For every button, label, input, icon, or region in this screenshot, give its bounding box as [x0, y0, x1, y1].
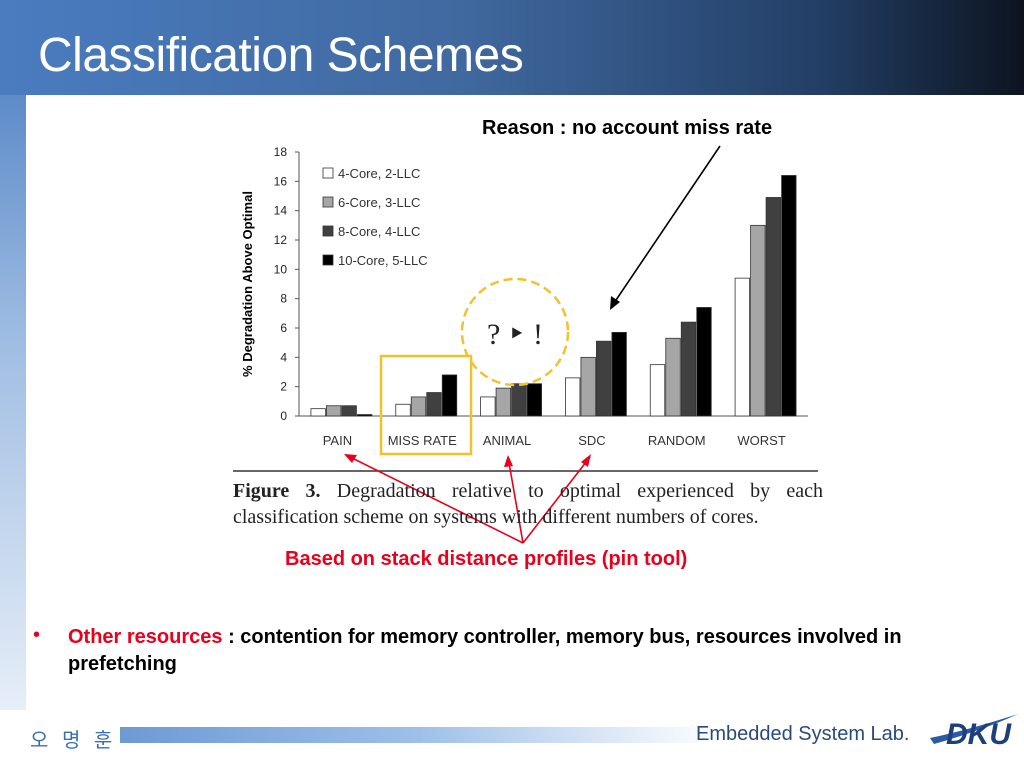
bullet-highlight: Other resources	[68, 626, 223, 648]
legend-label: 8-Core, 4-LLC	[338, 224, 420, 239]
bar	[565, 377, 581, 417]
bar	[326, 405, 342, 417]
logo-text: DKU	[946, 718, 1012, 751]
bullet-body: : contention for memory controller, memo…	[68, 626, 902, 675]
bar	[495, 387, 511, 417]
y-tick-label: 6	[280, 321, 287, 335]
bar	[649, 364, 666, 417]
question-circle	[460, 277, 570, 387]
question-marks: ? ‣ !	[487, 318, 543, 351]
bullet-marker: •	[33, 624, 41, 646]
bar	[426, 392, 442, 417]
reason-arrowhead	[610, 296, 620, 310]
y-tick-label: 12	[274, 233, 288, 247]
bar	[357, 414, 373, 417]
legend-swatch	[322, 225, 334, 237]
bar	[611, 331, 627, 417]
y-ticks: 0 2 4 6 8 10 12 14 16 18	[274, 145, 299, 423]
bar	[596, 340, 612, 417]
slide-title: Classification Schemes	[38, 29, 524, 82]
bar	[341, 405, 357, 417]
x-tick-label: PAIN	[323, 433, 352, 448]
footer-bar	[120, 727, 720, 743]
red-arrowhead-animal	[504, 455, 513, 467]
bar	[511, 383, 527, 417]
legend-label: 4-Core, 2-LLC	[338, 166, 420, 181]
bar	[680, 321, 697, 417]
legend-swatch	[322, 167, 334, 179]
x-tick-labels: PAIN MISS RATE ANIMAL SDC RANDOM WORST	[323, 433, 786, 448]
bar	[665, 337, 681, 417]
bar	[781, 175, 797, 417]
lab-name: Embedded System Lab.	[696, 723, 910, 745]
legend-label: 6-Core, 3-LLC	[338, 195, 420, 210]
bar	[580, 356, 596, 417]
bar	[696, 307, 712, 417]
legend-swatch	[322, 254, 334, 266]
title-bar	[0, 0, 1024, 95]
x-tick-label: RANDOM	[648, 433, 706, 448]
x-tick-label: SDC	[578, 433, 605, 448]
bar	[526, 383, 542, 417]
x-tick-label: ANIMAL	[483, 433, 531, 448]
bar	[765, 197, 781, 417]
caption-text: Degradation relative to optimal experien…	[233, 480, 823, 528]
left-decor-band	[0, 95, 26, 710]
figure-caption: Figure 3. Degradation relative to optima…	[233, 478, 823, 530]
y-axis-label: % Degradation Above Optimal	[240, 191, 255, 377]
y-tick-label: 18	[274, 145, 288, 159]
bullet-text: Other resources : contention for memory …	[68, 624, 968, 678]
red-arrowhead-pain	[344, 454, 357, 463]
y-tick-label: 8	[280, 292, 287, 306]
y-tick-label: 14	[274, 204, 288, 218]
bar	[410, 396, 427, 417]
bar	[734, 277, 750, 417]
red-arrows	[345, 454, 591, 544]
red-arrowhead-sdc	[581, 454, 591, 467]
bar	[395, 403, 411, 417]
logo-swoosh	[930, 714, 1018, 744]
bottom-note: Based on stack distance profiles (pin to…	[285, 548, 688, 570]
bar	[310, 408, 326, 417]
miss-rate-highlight-box	[379, 354, 473, 456]
reason-note: Reason : no account miss rate	[482, 117, 773, 139]
bar	[480, 396, 496, 417]
x-tick-label: WORST	[737, 433, 785, 448]
dku-logo: DKU	[930, 714, 1018, 751]
legend-swatch	[322, 196, 334, 208]
bar	[441, 374, 458, 417]
reason-arrow	[611, 145, 721, 307]
author-name: 오 명 훈	[30, 730, 117, 752]
y-tick-label: 16	[274, 174, 288, 188]
y-tick-label: 0	[280, 409, 287, 423]
bar	[750, 224, 766, 417]
caption-label: Figure 3.	[233, 480, 321, 502]
legend: 4-Core, 2-LLC 6-Core, 3-LLC 8-Core, 4-LLC 1…	[322, 166, 428, 268]
y-tick-label: 4	[280, 350, 287, 364]
bars	[310, 175, 797, 417]
y-tick-label: 2	[280, 380, 287, 394]
x-tick-label: MISS RATE	[388, 433, 457, 448]
legend-label: 10-Core, 5-LLC	[338, 253, 428, 268]
y-tick-label: 10	[274, 262, 288, 276]
